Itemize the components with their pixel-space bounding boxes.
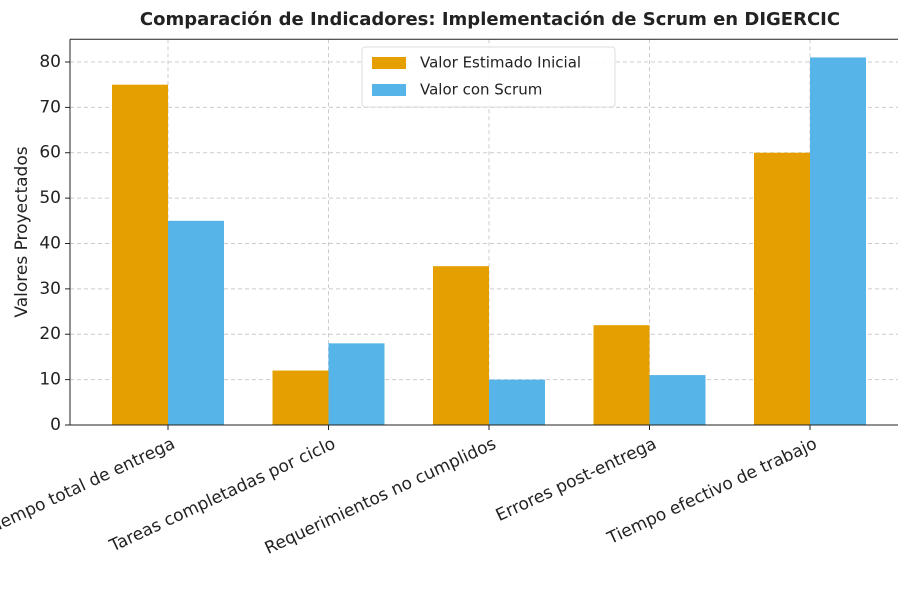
bar (754, 152, 810, 425)
y-tick-label: 20 (39, 324, 61, 344)
y-tick-label: 10 (39, 370, 61, 390)
y-tick-label: 60 (39, 143, 61, 163)
y-axis-label: Valores Proyectados (12, 146, 32, 317)
y-tick-label: 80 (39, 52, 61, 72)
bar (810, 57, 866, 425)
legend-swatch (372, 57, 406, 69)
bar (168, 220, 224, 425)
bar (272, 370, 329, 425)
legend-label: Valor Estimado Inicial (420, 54, 581, 72)
bar (593, 325, 650, 425)
chart-title: Comparación de Indicadores: Implementaci… (140, 9, 840, 30)
bar (433, 266, 489, 425)
bar (112, 84, 168, 426)
legend-swatch (372, 84, 406, 96)
y-tick-label: 0 (50, 415, 61, 435)
bar (328, 343, 385, 425)
y-tick-label: 30 (39, 279, 61, 299)
bar (489, 379, 545, 425)
x-tick-label: Errores post-entrega (493, 434, 660, 526)
legend-box (361, 46, 616, 108)
y-tick-label: 70 (39, 97, 61, 117)
y-tick-label: 40 (39, 233, 61, 253)
bar (649, 375, 706, 425)
legend-label: Valor con Scrum (420, 81, 542, 99)
y-tick-label: 50 (39, 188, 61, 208)
